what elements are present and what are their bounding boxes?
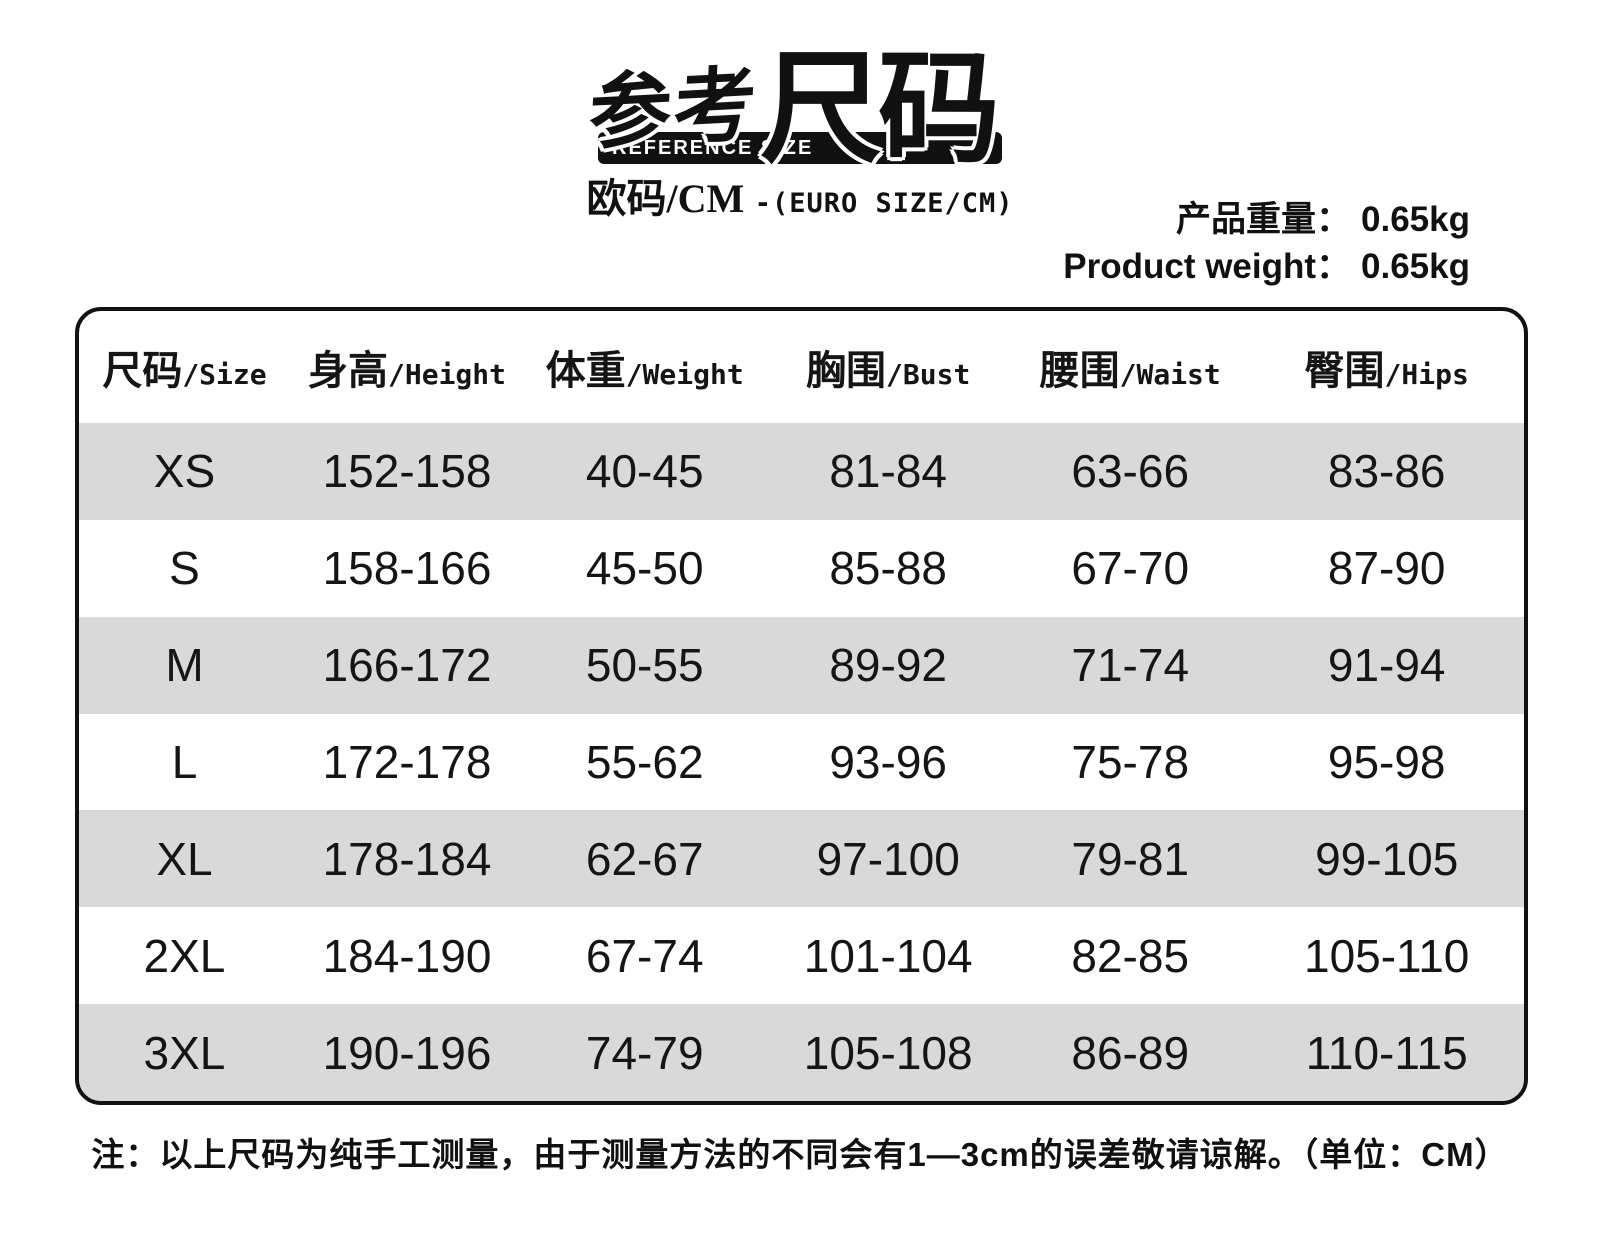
cell-bust: 105-108 bbox=[803, 1026, 973, 1079]
product-weight: 产品重量： 0.65kg Product weight： 0.65kg bbox=[1063, 196, 1470, 290]
table-row: 3XL 190-196 74-79 105-108 86-89 110-115 bbox=[79, 1004, 1524, 1101]
header-bust: 胸围/Bust bbox=[765, 338, 1011, 396]
cell-height: 166-172 bbox=[322, 639, 492, 692]
cell-size: L bbox=[171, 736, 198, 788]
cell-bust: 101-104 bbox=[803, 929, 973, 982]
cell-waist: 75-78 bbox=[1071, 736, 1190, 788]
cell-weight: 40-45 bbox=[585, 445, 704, 498]
size-chart-table: 尺码/Size 身高/Height 体重/Weight 胸围/Bust 腰围/W… bbox=[75, 307, 1528, 1105]
cell-weight: 62-67 bbox=[585, 832, 704, 885]
table-row: 2XL 184-190 67-74 101-104 82-85 105-110 bbox=[79, 907, 1524, 1004]
cell-size: M bbox=[165, 639, 204, 692]
cell-weight: 74-79 bbox=[585, 1026, 704, 1079]
logo-title-part2: 尺码 bbox=[760, 41, 1000, 177]
header-size-en: /Size bbox=[182, 358, 267, 391]
header-hips-en: /Hips bbox=[1384, 358, 1469, 391]
logo-banner: REFERENCE SIZE bbox=[598, 132, 1002, 164]
cell-bust: 81-84 bbox=[829, 445, 947, 498]
table-row: S 158-166 45-50 85-88 67-70 87-90 bbox=[79, 520, 1524, 617]
cell-bust: 97-100 bbox=[816, 832, 960, 885]
header-size: 尺码/Size bbox=[79, 338, 290, 396]
cell-height: 158-166 bbox=[322, 542, 492, 595]
cell-waist: 82-85 bbox=[1071, 929, 1190, 982]
cell-weight: 45-50 bbox=[585, 542, 704, 595]
cell-hips: 87-90 bbox=[1327, 542, 1446, 595]
subtitle-en: -(EURO SIZE/CM) bbox=[754, 188, 1014, 219]
table-row: L 172-178 55-62 93-96 75-78 95-98 bbox=[79, 714, 1524, 811]
cell-size: S bbox=[169, 542, 200, 595]
header-weight-en: /Weight bbox=[625, 358, 744, 391]
cell-hips: 95-98 bbox=[1327, 736, 1446, 788]
cell-waist: 86-89 bbox=[1071, 1026, 1190, 1079]
cell-height: 190-196 bbox=[322, 1026, 492, 1079]
cell-waist: 79-81 bbox=[1071, 832, 1190, 885]
cell-height: 184-190 bbox=[322, 929, 492, 982]
header-height: 身高/Height bbox=[290, 338, 524, 396]
header-height-en: /Height bbox=[388, 358, 507, 391]
cell-height: 152-158 bbox=[322, 445, 492, 498]
subtitle-cn: 欧码/CM bbox=[586, 176, 745, 221]
header-size-cn: 尺码 bbox=[102, 349, 183, 393]
header-weight-cn: 体重 bbox=[545, 349, 626, 393]
cell-bust: 89-92 bbox=[829, 639, 947, 692]
cell-hips: 110-115 bbox=[1305, 1026, 1468, 1079]
cell-size: XL bbox=[156, 832, 213, 885]
cell-waist: 63-66 bbox=[1071, 445, 1190, 498]
cell-size: 2XL bbox=[143, 929, 226, 982]
cell-bust: 93-96 bbox=[829, 736, 947, 788]
product-weight-en-label: Product weight： bbox=[1063, 247, 1352, 286]
cell-waist: 71-74 bbox=[1071, 639, 1190, 692]
measurement-note: 注：以上尺码为纯手工测量，由于测量方法的不同会有1—3cm的误差敬请谅解。（单位… bbox=[91, 1136, 1509, 1173]
header-waist-en: /Waist bbox=[1119, 358, 1221, 391]
logo-banner-text: REFERENCE SIZE bbox=[612, 137, 814, 159]
product-weight-cn-label: 产品重量： bbox=[1176, 200, 1352, 239]
cell-waist: 67-70 bbox=[1071, 542, 1190, 595]
header-hips-cn: 臀围 bbox=[1304, 349, 1385, 393]
product-weight-cn: 产品重量： 0.65kg bbox=[1063, 196, 1470, 243]
cell-height: 172-178 bbox=[322, 736, 492, 788]
reference-size-logo: 参考 尺码 REFERENCE SIZE bbox=[587, 26, 1002, 177]
cell-hips: 91-94 bbox=[1327, 639, 1446, 692]
cell-weight: 67-74 bbox=[585, 929, 704, 982]
product-weight-en-value: 0.65kg bbox=[1361, 247, 1470, 286]
cell-bust: 85-88 bbox=[829, 542, 947, 595]
size-unit-subtitle: 欧码/CM -(EURO SIZE/CM) bbox=[0, 166, 1600, 224]
header-height-cn: 身高 bbox=[308, 349, 388, 393]
header-waist-cn: 腰围 bbox=[1039, 349, 1120, 393]
header-hips: 臀围/Hips bbox=[1249, 338, 1524, 396]
cell-size: 3XL bbox=[143, 1026, 226, 1079]
header-bust-cn: 胸围 bbox=[806, 349, 887, 393]
cell-hips: 99-105 bbox=[1315, 832, 1459, 885]
cell-height: 178-184 bbox=[322, 832, 492, 885]
header-bust-en: /Bust bbox=[886, 358, 971, 391]
table-header-row: 尺码/Size 身高/Height 体重/Weight 胸围/Bust 腰围/W… bbox=[79, 311, 1524, 423]
header-weight: 体重/Weight bbox=[524, 338, 765, 396]
header-waist: 腰围/Waist bbox=[1011, 338, 1249, 396]
cell-hips: 83-86 bbox=[1327, 445, 1446, 498]
cell-weight: 50-55 bbox=[585, 639, 704, 692]
product-weight-en: Product weight： 0.65kg bbox=[1063, 243, 1470, 290]
cell-weight: 55-62 bbox=[585, 736, 704, 788]
logo-title-part1: 参考 bbox=[586, 59, 761, 160]
table-row: XS 152-158 40-45 81-84 63-66 83-86 bbox=[79, 423, 1524, 520]
cell-hips: 105-110 bbox=[1303, 929, 1470, 982]
table-row: XL 178-184 62-67 97-100 79-81 99-105 bbox=[79, 810, 1524, 908]
cell-size: XS bbox=[153, 445, 216, 498]
product-weight-cn-value: 0.65kg bbox=[1361, 200, 1470, 239]
table-row: M 166-172 50-55 89-92 71-74 91-94 bbox=[79, 616, 1524, 714]
